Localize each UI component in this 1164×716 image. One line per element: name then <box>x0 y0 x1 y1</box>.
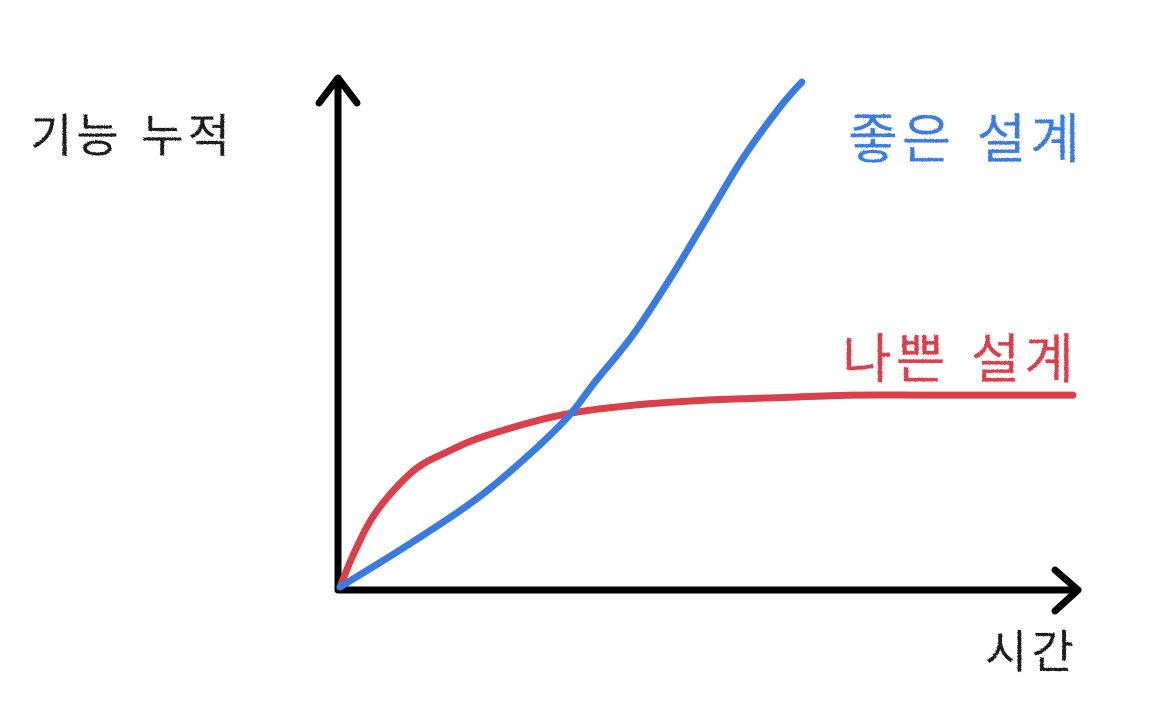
series-line-bad-design <box>336 391 1077 591</box>
x-axis-arrow <box>1051 566 1082 615</box>
series-label-bad-design: 나쁜 설계 <box>842 328 1078 391</box>
y-axis-arrow <box>315 74 361 107</box>
series-line-good-design <box>336 78 806 591</box>
series-label-good-design: 좋은 설계 <box>848 108 1084 171</box>
series-layer <box>336 78 1077 591</box>
axes <box>315 74 1082 615</box>
x-axis-label: 시간 <box>985 625 1078 679</box>
y-axis-label: 기능 누적 <box>30 109 234 163</box>
